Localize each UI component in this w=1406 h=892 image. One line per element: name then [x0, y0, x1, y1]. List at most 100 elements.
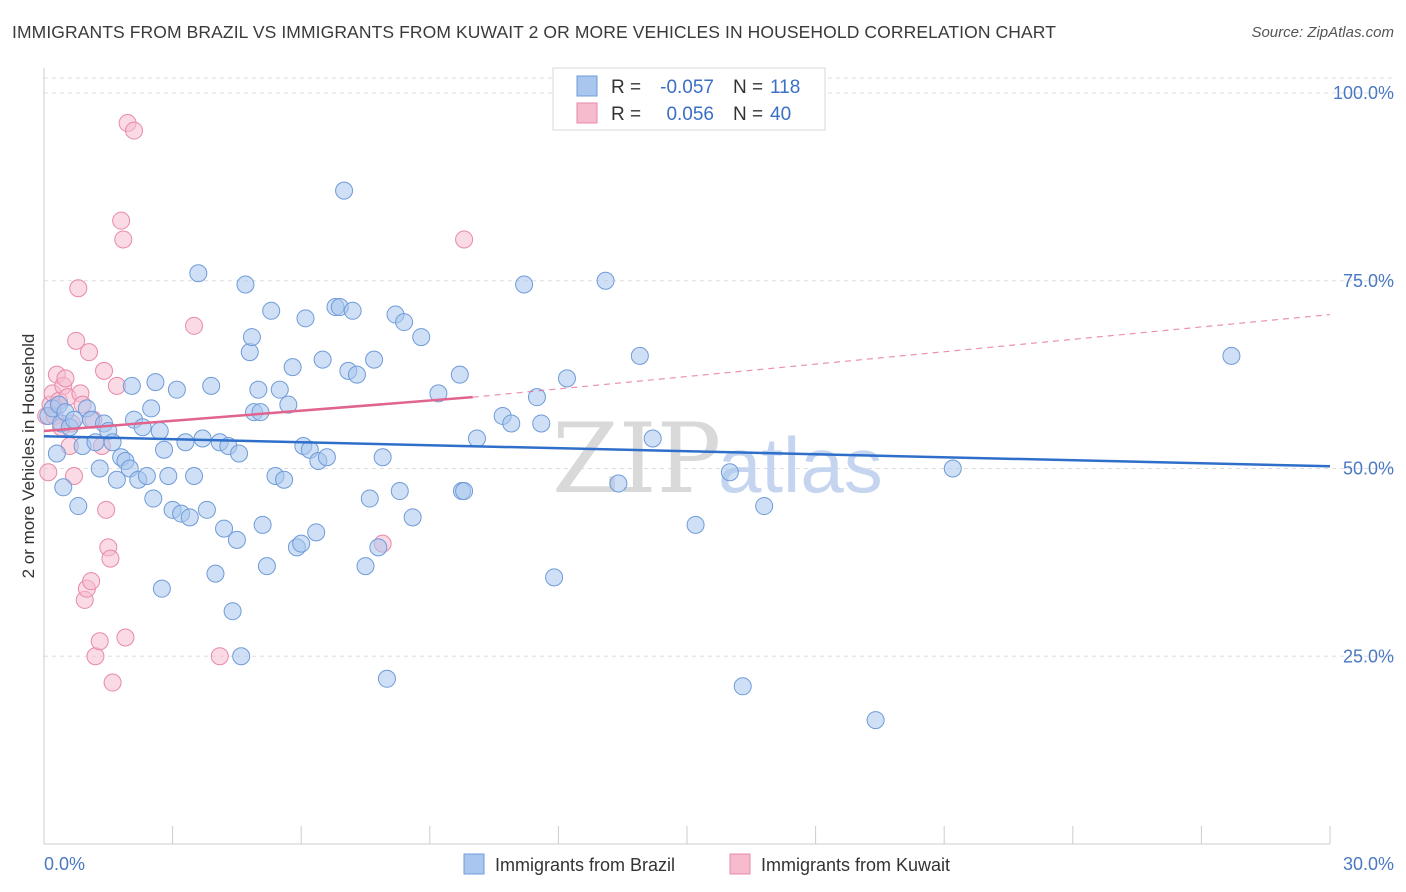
brazil-point-64	[279, 395, 298, 414]
brazil-point-71	[307, 523, 326, 542]
kuwait-point-33	[114, 230, 133, 249]
kuwait-point-34	[116, 628, 135, 647]
brazil-point-42	[197, 500, 216, 519]
brazil-point-32	[155, 440, 174, 459]
kuwait-point-9	[56, 369, 75, 388]
x-tick-max: 30.0%	[1343, 854, 1394, 874]
kuwait-point-14	[67, 331, 86, 350]
brazil-point-109	[720, 463, 739, 482]
brazil-point-41	[193, 429, 212, 448]
brazil-point-85	[373, 448, 392, 467]
brazil-point-63	[275, 470, 294, 489]
brazil-point-18	[107, 470, 126, 489]
series-legend: Immigrants from Brazil Immigrants from K…	[463, 853, 950, 875]
bottom-legend-swatch-brazil	[463, 853, 485, 875]
legend-n-label-kuwait: N =	[733, 104, 763, 125]
trend-lines	[43, 313, 1331, 468]
kuwait-point-38	[210, 647, 229, 666]
brazil-point-73	[313, 350, 332, 369]
brazil-point-43	[202, 376, 221, 395]
x-ticks	[43, 826, 1331, 844]
kuwait-point-37	[185, 316, 204, 335]
legend-n-value-brazil: 118	[770, 77, 800, 98]
y-tick-labels: 25.0% 50.0% 75.0% 100.0%	[1333, 83, 1394, 666]
kuwait-point-24	[90, 632, 109, 651]
y-tick-label-0: 25.0%	[1343, 646, 1394, 666]
brazil-point-79	[343, 301, 362, 320]
brazil-point-28	[144, 489, 163, 508]
brazil-point-107	[643, 429, 662, 448]
y-tick-label-3: 100.0%	[1333, 83, 1394, 103]
brazil-point-83	[365, 350, 384, 369]
brazil-point-69	[296, 309, 315, 328]
brazil-point-88	[390, 482, 409, 501]
brazil-point-82	[360, 489, 379, 508]
legend-swatch-kuwait	[576, 102, 598, 124]
y-axis-label: 2 or more Vehicles in Household	[19, 334, 38, 579]
brazil-point-56	[249, 380, 268, 399]
brazil-point-95	[455, 482, 474, 501]
brazil-point-38	[180, 508, 199, 527]
bottom-legend-swatch-kuwait	[729, 853, 751, 875]
brazil-point-103	[557, 369, 576, 388]
legend-swatch-brazil	[576, 75, 598, 97]
kuwait-point-29	[101, 549, 120, 568]
kuwait-point-15	[69, 279, 88, 298]
brazil-point-54	[242, 328, 261, 347]
correlation-legend: R = -0.057 N = 118 R = 0.056 N = 40	[552, 67, 826, 131]
brazil-point-37	[176, 433, 195, 452]
legend-r-label-kuwait: R =	[611, 104, 641, 125]
kuwait-point-21	[82, 572, 101, 591]
brazil-point-49	[227, 530, 246, 549]
brazil-point-59	[257, 557, 276, 576]
brazil-point-80	[347, 365, 366, 384]
brazil-point-50	[230, 444, 249, 463]
bottom-legend-label-brazil: Immigrants from Brazil	[495, 855, 675, 875]
brazil-point-77	[335, 181, 354, 200]
brazil-point-35	[167, 380, 186, 399]
brazil-point-58	[253, 515, 272, 534]
legend-r-label-brazil: R =	[611, 77, 641, 98]
watermark-atlas: atlas	[718, 421, 883, 509]
brazil-point-60	[262, 301, 281, 320]
brazil-point-48	[223, 602, 242, 621]
brazil-point-30	[150, 421, 169, 440]
brazil-trend-line	[43, 434, 1331, 468]
legend-box	[552, 67, 826, 131]
brazil-point-102	[545, 568, 564, 587]
y-tick-label-2: 75.0%	[1343, 271, 1394, 291]
brazil-point-100	[527, 388, 546, 407]
brazil-point-96	[467, 429, 486, 448]
brazil-point-98	[502, 414, 521, 433]
x-tick-min: 0.0%	[44, 854, 85, 874]
brazil-point-114	[1222, 346, 1241, 365]
legend-r-value-kuwait: 0.056	[666, 104, 714, 125]
watermark-zip: ZIP	[552, 403, 721, 515]
brazil-point-9	[69, 497, 88, 516]
chart-title: IMMIGRANTS FROM BRAZIL VS IMMIGRANTS FRO…	[12, 22, 1057, 42]
brazil-point-108	[686, 515, 705, 534]
brazil-point-14	[90, 459, 109, 478]
brazil-point-17	[103, 433, 122, 452]
brazil-point-112	[866, 711, 885, 730]
brazil-point-44	[206, 564, 225, 583]
kuwait-point-26	[95, 361, 114, 380]
kuwait-trend-extension	[472, 313, 1331, 398]
y-tick-label-1: 50.0%	[1343, 459, 1394, 479]
brazil-point-40	[189, 264, 208, 283]
brazil-point-110	[733, 677, 752, 696]
kuwait-point-36	[125, 121, 144, 140]
brazil-point-111	[755, 497, 774, 516]
brazil-point-84	[369, 538, 388, 557]
legend-n-value-kuwait: 40	[770, 104, 791, 125]
brazil-point-33	[159, 467, 178, 486]
legend-n-label-brazil: N =	[733, 77, 763, 98]
brazil-point-31	[152, 579, 171, 598]
kuwait-point-13	[65, 467, 84, 486]
brazil-point-62	[270, 380, 289, 399]
gridlines	[44, 77, 1392, 657]
brazil-point-51	[232, 647, 251, 666]
brazil-point-106	[630, 346, 649, 365]
brazil-point-39	[185, 467, 204, 486]
